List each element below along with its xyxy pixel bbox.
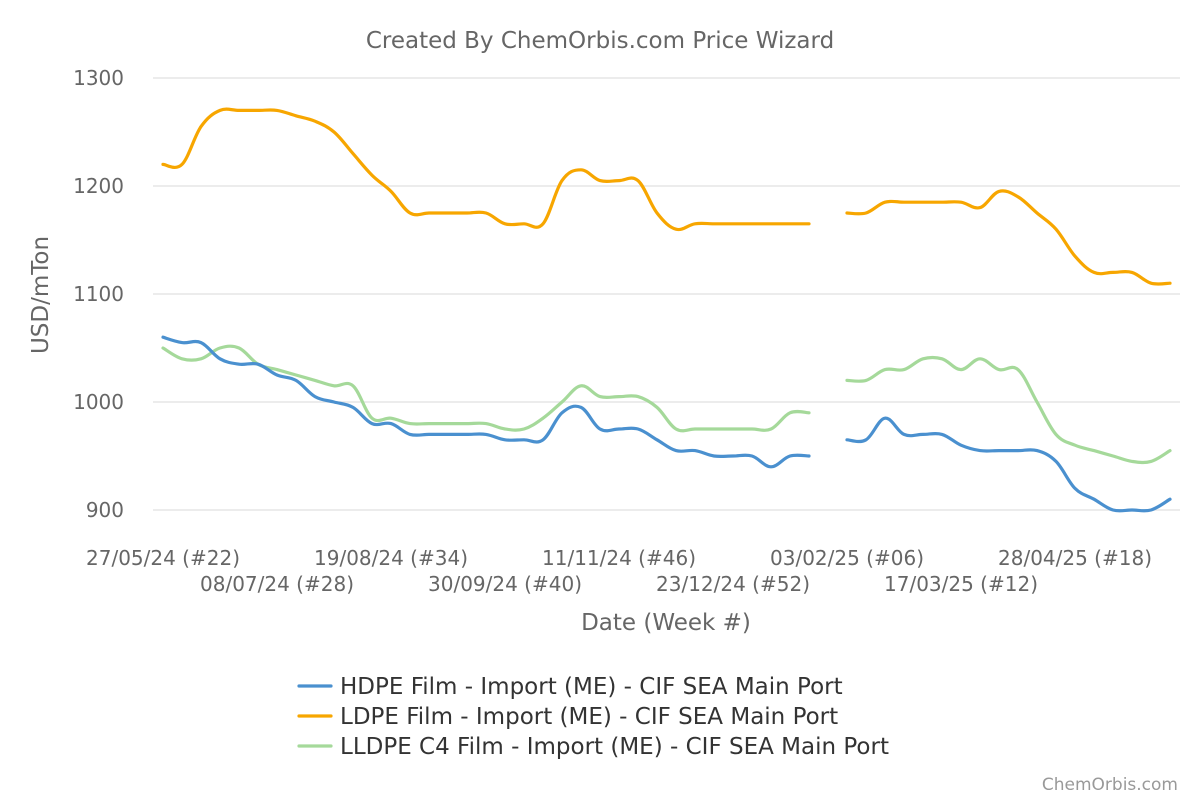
series-line-0: [161, 335, 811, 469]
legend-item-0[interactable]: HDPE Film - Import (ME) - CIF SEA Main P…: [297, 674, 843, 700]
series-lines: [161, 107, 1172, 513]
x-tick-label: 03/02/25 (#06): [770, 546, 924, 570]
x-tick-label: 23/12/24 (#52): [656, 572, 810, 596]
x-tick-label: 11/11/24 (#46): [542, 546, 696, 570]
legend[interactable]: HDPE Film - Import (ME) - CIF SEA Main P…: [297, 674, 889, 760]
x-tick-label: 27/05/24 (#22): [86, 546, 240, 570]
chart-title: Created By ChemOrbis.com Price Wizard: [366, 28, 834, 54]
x-tick-label: 17/03/25 (#12): [884, 572, 1038, 596]
x-axis-title: Date (Week #): [581, 610, 751, 636]
series-line-0: [845, 416, 1172, 513]
x-axis-ticks: 27/05/24 (#22)08/07/24 (#28)19/08/24 (#3…: [86, 546, 1152, 596]
y-tick-label: 1100: [73, 282, 124, 306]
y-axis-title: USD/mTon: [28, 236, 54, 354]
y-tick-label: 1000: [73, 390, 124, 414]
x-tick-label: 30/09/24 (#40): [428, 572, 582, 596]
legend-label: HDPE Film - Import (ME) - CIF SEA Main P…: [340, 674, 843, 700]
y-axis-ticks: 900 1000 1100 1200 1300: [73, 66, 124, 522]
legend-item-2[interactable]: LLDPE C4 Film - Import (ME) - CIF SEA Ma…: [297, 734, 889, 760]
series-line-1: [161, 107, 811, 232]
x-tick-label: 28/04/25 (#18): [998, 546, 1152, 570]
legend-label: LDPE Film - Import (ME) - CIF SEA Main P…: [340, 704, 838, 730]
y-tick-label: 1200: [73, 174, 124, 198]
x-tick-label: 19/08/24 (#34): [314, 546, 468, 570]
legend-item-1[interactable]: LDPE Film - Import (ME) - CIF SEA Main P…: [297, 704, 838, 730]
y-tick-label: 1300: [73, 66, 124, 90]
grid-lines: [153, 77, 1180, 511]
y-tick-label: 900: [86, 498, 124, 522]
x-tick-label: 08/07/24 (#28): [200, 572, 354, 596]
legend-label: LLDPE C4 Film - Import (ME) - CIF SEA Ma…: [340, 734, 889, 760]
series-line-2: [845, 355, 1172, 465]
credit-text[interactable]: ChemOrbis.com: [1042, 775, 1178, 795]
series-line-1: [845, 189, 1172, 286]
series-line-2: [161, 344, 811, 433]
